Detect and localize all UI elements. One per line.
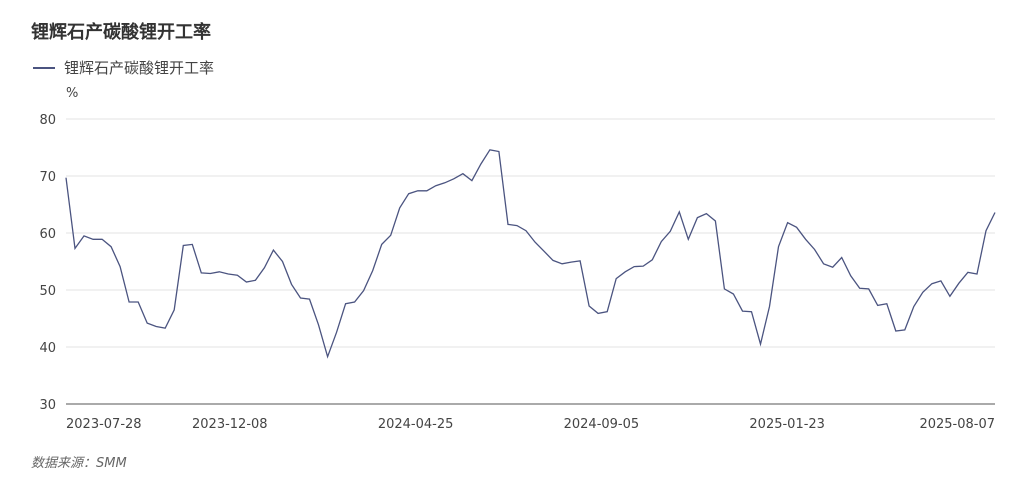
legend-label: 锂辉石产碳酸锂开工率 — [64, 59, 215, 77]
y-tick-label: 50 — [39, 284, 56, 299]
y-tick-label: 30 — [39, 398, 56, 413]
y-axis-ticks: 30 40 50 60 70 80 — [39, 113, 56, 413]
y-axis-unit: % — [66, 86, 79, 101]
series-line — [65, 149, 996, 359]
legend-line-swatch — [33, 66, 55, 69]
y-tick-label: 80 — [39, 113, 56, 128]
x-tick-label: 2024-04-25 — [378, 417, 454, 432]
x-tick-label: 2025-08-07 — [919, 417, 995, 432]
x-tick-label: 2024-09-05 — [564, 417, 640, 432]
x-tick-label: 2023-12-08 — [192, 417, 268, 432]
y-tick-label: 70 — [39, 170, 56, 185]
x-tick-label: 2023-07-28 — [66, 417, 142, 432]
y-tick-label: 60 — [39, 227, 56, 242]
x-tick-label: 2025-01-23 — [749, 417, 825, 432]
legend[interactable]: 锂辉石产碳酸锂开工率 — [33, 57, 214, 78]
y-tick-label: 40 — [39, 341, 56, 356]
x-axis-ticks: 2023-07-28 2023-12-08 2024-04-25 2024-09-05… — [66, 417, 995, 432]
chart-title: 锂辉石产碳酸锂开工率 — [31, 22, 211, 43]
data-source: 数据来源：SMM — [31, 456, 127, 471]
grid-lines — [66, 118, 995, 348]
